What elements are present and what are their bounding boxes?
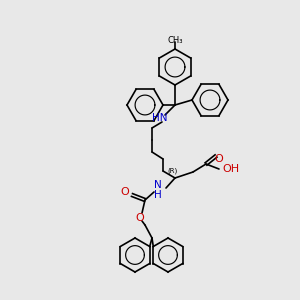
Text: O: O <box>214 154 224 164</box>
Text: N
H: N H <box>154 180 162 200</box>
Text: OH: OH <box>222 164 239 174</box>
Text: HN: HN <box>152 113 168 123</box>
Text: O: O <box>136 213 144 223</box>
Text: (R): (R) <box>168 167 178 174</box>
Text: O: O <box>121 187 129 197</box>
Text: CH₃: CH₃ <box>167 36 183 45</box>
